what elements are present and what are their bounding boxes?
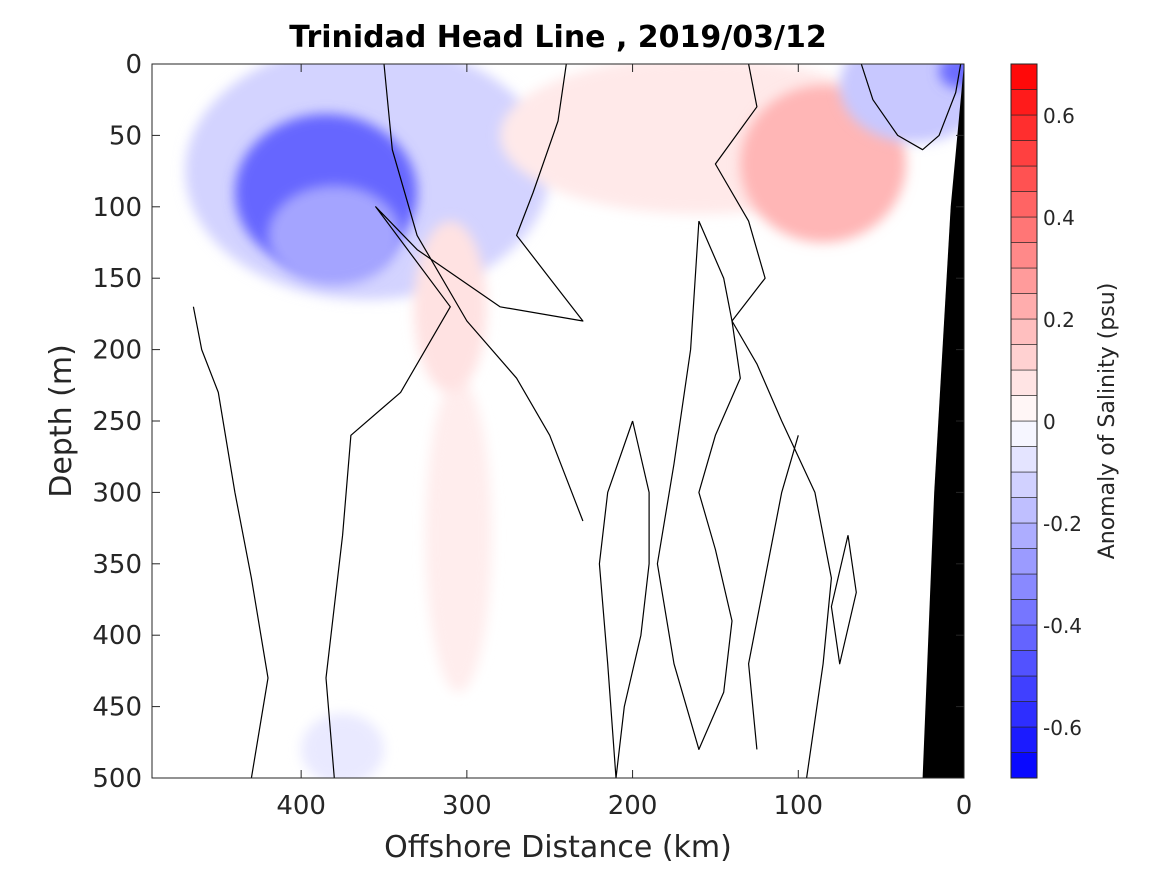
x-axis-ticks: 400 300 200 100 0 — [276, 64, 972, 821]
colorbar-tick-label-5: 0.4 — [1043, 206, 1075, 230]
y-tick-label-150: 150 — [92, 264, 142, 294]
anomaly-blob-6 — [268, 185, 401, 286]
y-tick-label-500: 500 — [92, 764, 142, 794]
colorbar-cell-23 — [1010, 165, 1038, 192]
colorbar-cell-19 — [1010, 267, 1038, 294]
y-tick-label-100: 100 — [92, 193, 142, 223]
colorbar-cell-18 — [1010, 293, 1038, 320]
anomaly-field — [185, 64, 964, 778]
colorbar-cell-7 — [1010, 573, 1038, 600]
colorbar-cell-2 — [1010, 701, 1038, 728]
zero-contour-line-5 — [830, 535, 857, 665]
zero-contour-line-0 — [325, 64, 584, 778]
colorbar-cell-17 — [1010, 318, 1038, 345]
colorbar-tick-label-6: 0.6 — [1043, 104, 1075, 128]
colorbar-cell-27 — [1010, 63, 1038, 90]
x-axis-label: Offshore Distance (km) — [384, 830, 732, 865]
zero-contour-line-7 — [383, 64, 584, 522]
y-tick-label-450: 450 — [92, 693, 142, 723]
anomaly-blob-8 — [301, 713, 384, 778]
colorbar-tick-label-4: 0.2 — [1043, 308, 1075, 332]
colorbar-tick-label-3: 0 — [1043, 410, 1056, 434]
colorbar-cell-10 — [1010, 497, 1038, 524]
colorbar-cell-24 — [1010, 140, 1038, 167]
colorbar-cell-15 — [1010, 369, 1038, 396]
x-tick-label-200: 200 — [608, 791, 658, 821]
x-tick-label-300: 300 — [442, 791, 492, 821]
x-tick-label-0: 0 — [956, 791, 973, 821]
colorbar-cell-0 — [1010, 752, 1038, 779]
chart-title: Trinidad Head Line , 2019/03/12 — [289, 20, 826, 55]
y-tick-label-250: 250 — [92, 407, 142, 437]
x-tick-label-400: 400 — [276, 791, 326, 821]
x-tick-label-100: 100 — [773, 791, 823, 821]
colorbar-cell-3 — [1010, 675, 1038, 702]
colorbar-cell-20 — [1010, 242, 1038, 269]
zero-contour-line-2 — [656, 220, 741, 751]
y-tick-label-300: 300 — [92, 478, 142, 508]
colorbar-cell-4 — [1010, 650, 1038, 677]
colorbar: -0.6 -0.4 -0.2 0 0.2 0.4 0.6 Anomaly of Salini… — [1010, 63, 1120, 779]
anomaly-blob-5 — [839, 64, 964, 143]
zero-contour-line-8 — [747, 435, 799, 750]
colorbar-cell-5 — [1010, 624, 1038, 651]
colorbar-cells — [1010, 63, 1038, 779]
plot-area: 400 300 200 100 0 0 50 100 150 200 250 300 350 400 45… — [92, 50, 972, 821]
zero-contour-line-3 — [598, 420, 650, 778]
zero-contour-line-4 — [860, 64, 962, 151]
y-tick-label-350: 350 — [92, 550, 142, 580]
colorbar-cell-25 — [1010, 114, 1038, 141]
colorbar-label: Anomaly of Salinity (psu) — [1095, 283, 1120, 560]
zero-contour-line-6 — [192, 306, 269, 778]
colorbar-cell-9 — [1010, 522, 1038, 549]
colorbar-tick-label-1: -0.4 — [1043, 614, 1082, 638]
colorbar-cell-12 — [1010, 446, 1038, 473]
colorbar-cell-14 — [1010, 395, 1038, 422]
y-tick-label-50: 50 — [109, 121, 142, 151]
colorbar-tick-label-0: -0.6 — [1043, 716, 1082, 740]
y-axis-ticks: 0 50 100 150 200 250 300 350 400 450 500 — [92, 50, 964, 794]
colorbar-cell-22 — [1010, 191, 1038, 218]
y-tick-label-200: 200 — [92, 336, 142, 366]
colorbar-cell-8 — [1010, 548, 1038, 575]
zero-contour-line-1 — [714, 64, 833, 778]
colorbar-ticks: -0.6 -0.4 -0.2 0 0.2 0.4 0.6 — [1043, 104, 1082, 740]
colorbar-tick-label-2: -0.2 — [1043, 512, 1082, 536]
y-axis-label: Depth (m) — [44, 344, 79, 498]
colorbar-cell-26 — [1010, 89, 1038, 116]
colorbar-cell-16 — [1010, 344, 1038, 371]
colorbar-cell-21 — [1010, 216, 1038, 243]
y-tick-label-0: 0 — [125, 50, 142, 80]
colorbar-cell-11 — [1010, 471, 1038, 498]
zero-contours — [192, 64, 962, 778]
colorbar-cell-6 — [1010, 599, 1038, 626]
y-tick-label-400: 400 — [92, 621, 142, 651]
colorbar-frame — [1010, 63, 1038, 779]
colorbar-cell-1 — [1010, 726, 1038, 753]
bathymetry-shape — [922, 64, 964, 778]
anomaly-blob-4 — [425, 378, 492, 693]
colorbar-cell-13 — [1010, 420, 1038, 447]
